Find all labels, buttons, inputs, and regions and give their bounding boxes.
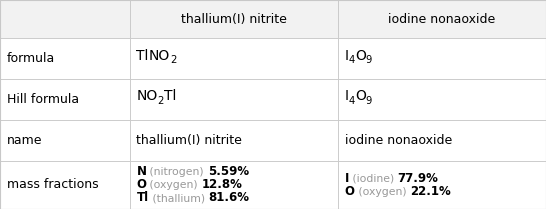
Bar bbox=[0, 38, 130, 79]
Text: iodine nonaoxide: iodine nonaoxide bbox=[345, 134, 452, 147]
Text: I: I bbox=[345, 49, 348, 63]
Text: (nitrogen): (nitrogen) bbox=[146, 167, 207, 177]
Text: Tl: Tl bbox=[136, 191, 149, 204]
Bar bbox=[130, 79, 338, 120]
Text: 2: 2 bbox=[158, 96, 164, 106]
Bar bbox=[338, 79, 546, 120]
Text: 12.8%: 12.8% bbox=[201, 178, 242, 191]
Text: (oxygen): (oxygen) bbox=[354, 187, 410, 197]
Bar bbox=[0, 0, 130, 38]
Text: I: I bbox=[345, 172, 349, 185]
Bar bbox=[130, 38, 338, 79]
Text: thallium(I) nitrite: thallium(I) nitrite bbox=[136, 134, 242, 147]
Bar bbox=[338, 38, 546, 79]
Bar bbox=[0, 120, 130, 161]
Text: mass fractions: mass fractions bbox=[7, 178, 98, 191]
Text: Tl: Tl bbox=[136, 49, 149, 63]
Text: O: O bbox=[355, 49, 366, 63]
Bar bbox=[130, 120, 338, 161]
Text: (thallium): (thallium) bbox=[149, 193, 208, 203]
Bar bbox=[0, 79, 130, 120]
Text: Hill formula: Hill formula bbox=[7, 93, 79, 106]
Text: (iodine): (iodine) bbox=[349, 174, 397, 184]
Text: 2: 2 bbox=[170, 55, 176, 65]
Text: 77.9%: 77.9% bbox=[397, 172, 438, 185]
Bar bbox=[0, 161, 130, 209]
Text: 81.6%: 81.6% bbox=[208, 191, 250, 204]
Text: NO: NO bbox=[149, 49, 170, 63]
Bar bbox=[338, 161, 546, 209]
Text: name: name bbox=[7, 134, 42, 147]
Text: 4: 4 bbox=[348, 96, 355, 106]
Text: 4: 4 bbox=[348, 55, 355, 65]
Text: N: N bbox=[136, 165, 146, 178]
Text: (oxygen): (oxygen) bbox=[146, 180, 201, 190]
Text: O: O bbox=[355, 89, 366, 103]
Text: iodine nonaoxide: iodine nonaoxide bbox=[388, 13, 496, 26]
Text: thallium(I) nitrite: thallium(I) nitrite bbox=[181, 13, 287, 26]
Text: 9: 9 bbox=[366, 55, 372, 65]
Text: 9: 9 bbox=[366, 96, 372, 106]
Text: 22.1%: 22.1% bbox=[410, 185, 450, 198]
Text: O: O bbox=[345, 185, 354, 198]
Bar bbox=[130, 161, 338, 209]
Text: formula: formula bbox=[7, 52, 55, 65]
Text: NO: NO bbox=[136, 89, 158, 103]
Bar bbox=[130, 0, 338, 38]
Text: O: O bbox=[136, 178, 146, 191]
Bar bbox=[338, 0, 546, 38]
Bar bbox=[338, 120, 546, 161]
Text: 5.59%: 5.59% bbox=[207, 165, 249, 178]
Text: Tl: Tl bbox=[164, 89, 176, 103]
Text: I: I bbox=[345, 89, 348, 103]
